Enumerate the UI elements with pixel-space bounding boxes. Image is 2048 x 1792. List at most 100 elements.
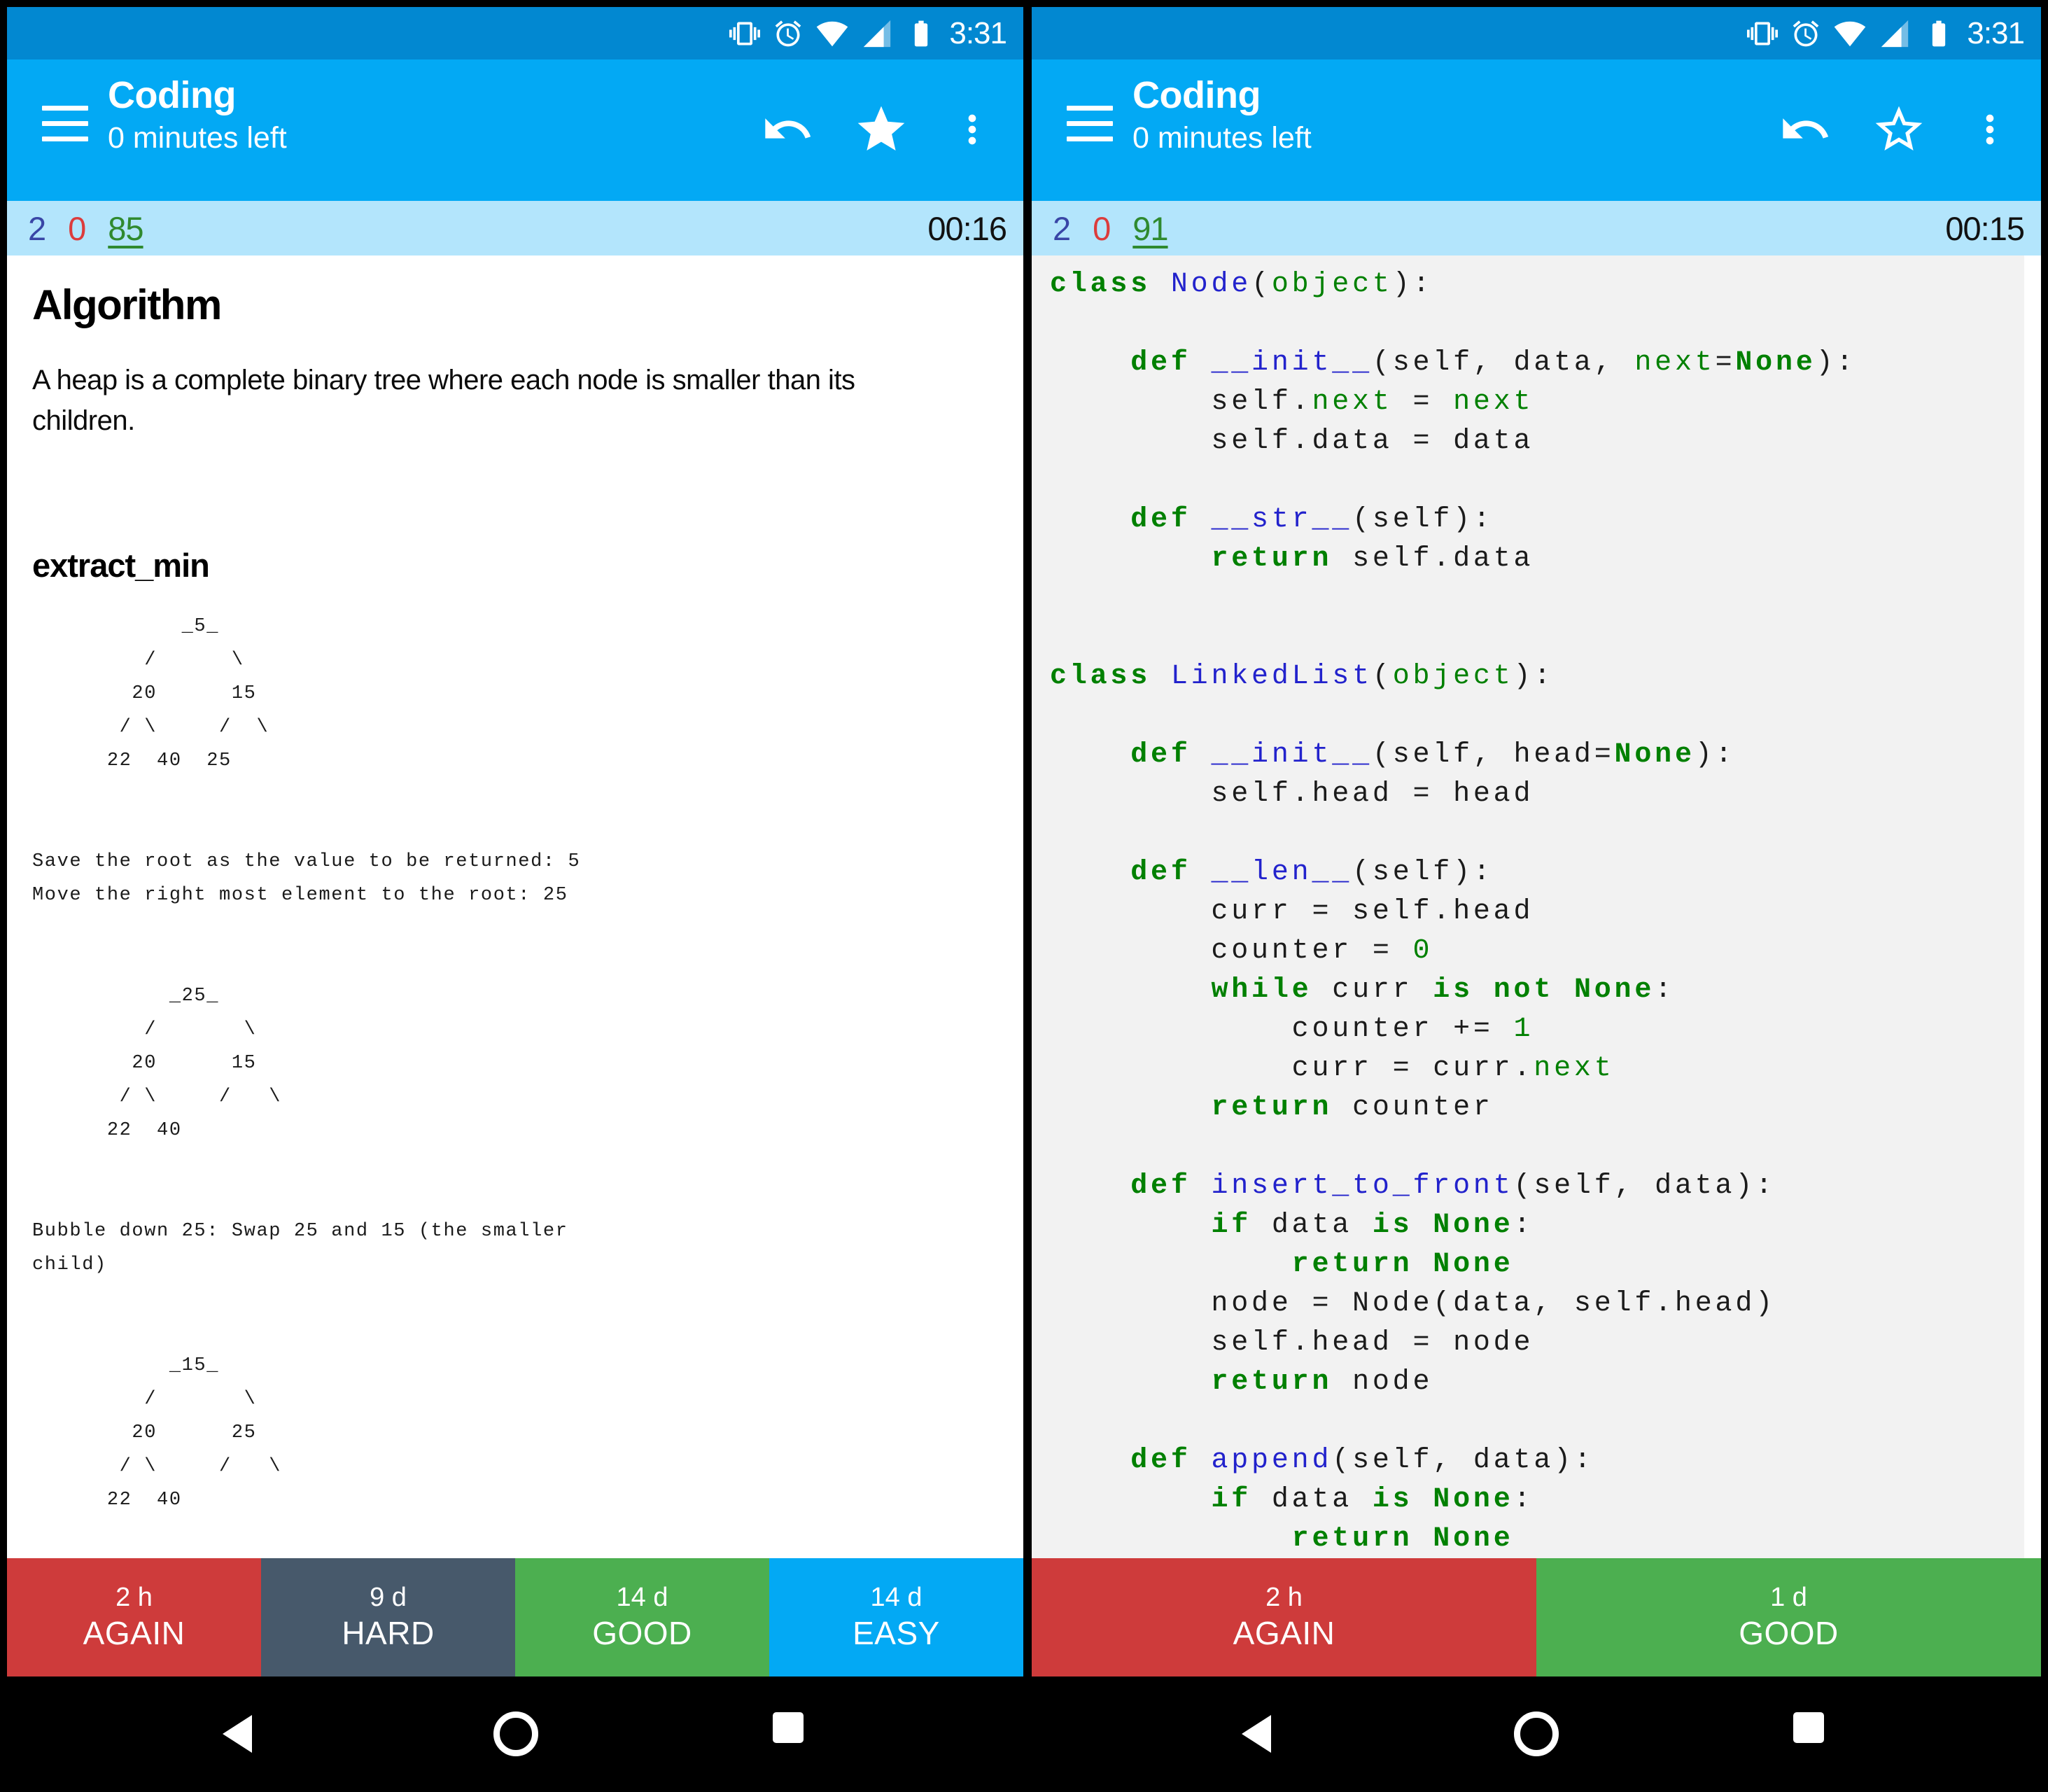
good-button[interactable]: 14 d GOOD (515, 1558, 769, 1676)
deck-title: Coding (1132, 74, 1261, 116)
hard-interval: 9 d (370, 1582, 407, 1612)
alarm-icon (773, 18, 804, 49)
vibrate-icon (1747, 18, 1779, 49)
menu-drawer-icon[interactable] (42, 106, 88, 144)
undo-icon (1779, 103, 1832, 160)
learn-count: 0 (68, 209, 86, 247)
easy-button[interactable]: 14 d EASY (769, 1558, 1023, 1676)
star-outline-icon (1871, 102, 1927, 161)
code-line: self.head = head (1050, 778, 1534, 810)
code-line: counter += 1 (1050, 1014, 1534, 1045)
code-line: if data is None: (1211, 1210, 1534, 1241)
status-bar: 3:31 (7, 7, 1023, 59)
code-line (1050, 579, 2024, 618)
overflow-menu-button[interactable] (1958, 96, 2021, 166)
card-subheading: extract_min (32, 547, 210, 584)
time-left-subtitle: 0 minutes left (1132, 121, 1312, 155)
code-line: def append(self, data): (1130, 1445, 1594, 1476)
good-label: GOOD (592, 1614, 692, 1651)
review-count: 85 (108, 209, 143, 247)
recents-icon[interactable] (1793, 1712, 1824, 1743)
code-line: return counter (1211, 1092, 1494, 1124)
again-button[interactable]: 2 h AGAIN (1032, 1558, 1536, 1676)
hard-button[interactable]: 9 d HARD (261, 1558, 515, 1676)
code-line: def __str__(self): (1130, 504, 1494, 536)
cellular-signal-icon (861, 18, 893, 50)
good-label: GOOD (1739, 1614, 1839, 1651)
code-block: class Node(object): def __init__(self, d… (1032, 255, 2024, 1558)
recents-icon[interactable] (773, 1712, 804, 1743)
code-line (1050, 618, 2024, 657)
card-paragraph: A heap is a complete binary tree where e… (32, 365, 855, 436)
again-interval: 2 h (115, 1582, 153, 1612)
time-left-subtitle: 0 minutes left (108, 121, 287, 155)
cellular-signal-icon (1879, 18, 1911, 50)
again-label: AGAIN (1233, 1614, 1335, 1651)
status-time: 3:31 (949, 15, 1007, 50)
overflow-menu-button[interactable] (941, 96, 1004, 166)
again-button[interactable]: 2 h AGAIN (7, 1558, 261, 1676)
home-icon[interactable] (1514, 1712, 1559, 1756)
code-line: return None (1291, 1249, 1514, 1280)
card-content-area: Algorithm A heap is a complete binary tr… (7, 255, 1023, 1558)
code-line: self.head = node (1050, 1327, 1534, 1359)
battery-icon (1923, 18, 1954, 49)
code-line: def insert_to_front(self, data): (1130, 1170, 1776, 1202)
code-line (1050, 814, 2024, 853)
learn-count: 0 (1093, 209, 1111, 247)
undo-button[interactable] (756, 96, 819, 166)
answer-buttons-bar: 2 h AGAIN 1 d GOOD (1032, 1558, 2041, 1676)
star-filled-icon (853, 102, 909, 161)
review-count: 91 (1132, 209, 1168, 247)
app-bar: Coding 0 minutes left (7, 59, 1023, 201)
good-interval: 1 d (1770, 1582, 1807, 1612)
code-line (1050, 1402, 2024, 1441)
good-interval: 14 d (616, 1582, 668, 1612)
code-line: if data is None: (1211, 1484, 1534, 1516)
card-timer: 00:16 (927, 209, 1007, 247)
code-line: return self.data (1211, 543, 1534, 575)
card-timer: 00:15 (1945, 209, 2025, 247)
code-line: curr = curr.next (1050, 1053, 1615, 1084)
hard-label: HARD (342, 1614, 435, 1651)
new-count: 2 (1053, 209, 1071, 247)
status-time: 3:31 (1967, 15, 2025, 50)
counter-bar: 2 0 91 00:15 (1032, 201, 2041, 255)
code-line: node = Node(data, self.head) (1050, 1288, 1776, 1320)
app-bar: Coding 0 minutes left (1032, 59, 2041, 201)
code-line (1050, 696, 2024, 736)
menu-drawer-icon[interactable] (1067, 106, 1113, 144)
easy-label: EASY (853, 1614, 940, 1651)
code-line: class Node(object): (1050, 269, 1433, 300)
undo-button[interactable] (1774, 96, 1837, 166)
deck-title: Coding (108, 74, 236, 116)
status-bar: 3:31 (1032, 7, 2041, 59)
good-button[interactable]: 1 d GOOD (1536, 1558, 2041, 1676)
ascii-tree-block: _5_ / \ 20 15 / \ / \ 22 40 25 Save the … (32, 616, 581, 1511)
again-label: AGAIN (83, 1614, 185, 1651)
home-icon[interactable] (493, 1712, 538, 1756)
code-line (1050, 1128, 2024, 1167)
right-phone-panel: 3:31 Coding 0 minutes left 2 0 91 00:15 … (1032, 7, 2041, 1676)
code-line (1050, 461, 2024, 500)
left-phone-panel: 3:31 Coding 0 minutes left 2 0 85 00:16 … (7, 7, 1023, 1676)
back-icon[interactable] (223, 1715, 252, 1753)
three-dots-icon (950, 102, 995, 161)
code-line: def __init__(self, data, next=None): (1130, 347, 1857, 379)
wifi-icon (816, 18, 848, 50)
counter-bar: 2 0 85 00:16 (7, 201, 1023, 255)
code-line: counter = 0 (1050, 935, 1433, 967)
code-line: return node (1211, 1366, 1433, 1398)
code-line: self.data = data (1050, 426, 1534, 457)
answer-buttons-bar: 2 h AGAIN 9 d HARD 14 d GOOD 14 d EASY (7, 1558, 1023, 1676)
code-line: def __len__(self): (1130, 857, 1494, 888)
card-content-area: class Node(object): def __init__(self, d… (1032, 255, 2041, 1558)
mark-card-button[interactable] (1867, 96, 1930, 166)
mark-card-button[interactable] (850, 96, 913, 166)
three-dots-icon (1968, 102, 2012, 161)
back-icon[interactable] (1242, 1715, 1271, 1753)
new-count: 2 (28, 209, 46, 247)
code-line: self.next = next (1050, 386, 1534, 418)
card-heading: Algorithm (32, 281, 222, 328)
battery-icon (906, 18, 937, 49)
